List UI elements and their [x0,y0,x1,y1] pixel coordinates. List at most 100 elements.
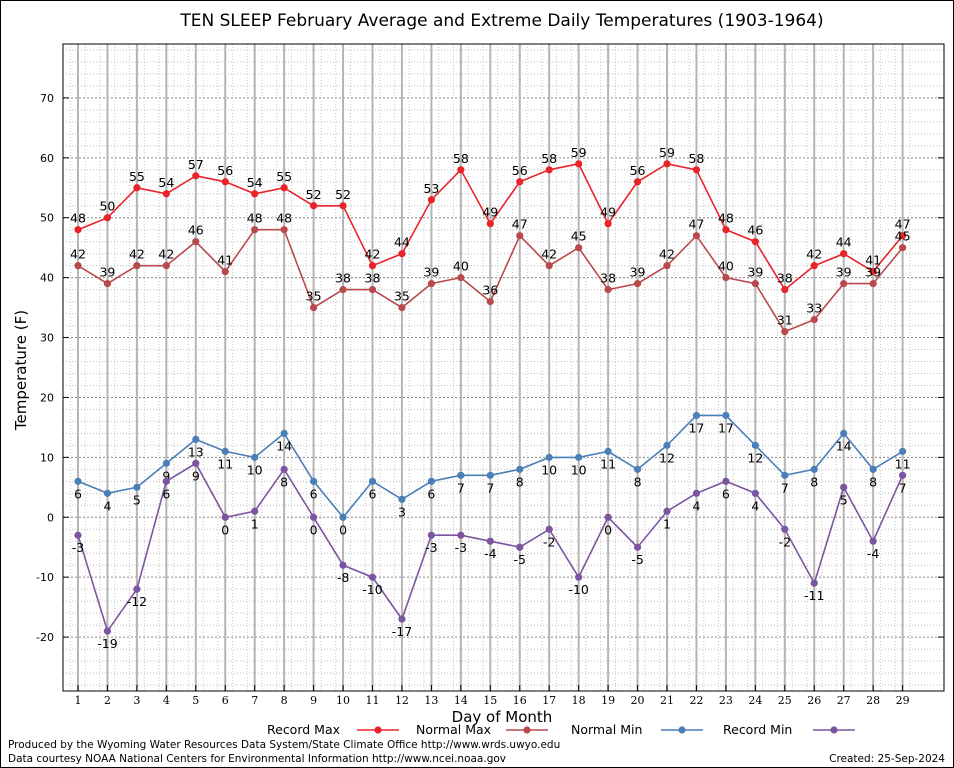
legend-marker-record-max [374,726,382,734]
normal-max-data-label: 45 [895,229,911,244]
record-min-point [840,483,848,491]
normal-max-point [575,244,583,252]
record-min-point [133,585,141,593]
x-tick-label: 28 [866,694,880,707]
record-min-point [251,507,259,515]
normal-min-point [457,471,465,479]
normal-max-point [840,280,848,288]
x-tick-label: 10 [336,694,350,707]
record-max-point [899,232,907,240]
normal-max-point [722,274,730,282]
record-max-point [722,226,730,234]
record-max-data-label: 55 [129,169,145,184]
legend: Record Max Normal Max Normal Min Record Min [267,722,855,737]
normal-min-point [810,465,818,473]
normal-max-data-label: 33 [806,301,822,316]
normal-min-data-label: 10 [247,462,263,477]
record-max-point [516,178,524,186]
record-min-data-label: 1 [663,516,671,531]
legend-label-record-min: Record Min [723,722,792,737]
y-tick-label: 60 [40,152,54,165]
record-min-data-label: 0 [604,522,612,537]
record-max-data-label: 46 [747,223,763,238]
record-max-data-label: 47 [895,217,911,232]
record-min-point [427,531,435,539]
normal-max-point [486,298,494,306]
record-max-data-label: 56 [512,163,528,178]
record-min-data-label: 0 [221,522,229,537]
record-max-point [280,184,288,192]
record-min-point [192,459,200,467]
record-min-data-label: -3 [72,540,84,555]
normal-min-point [192,435,200,443]
record-min-data-label: -19 [97,636,117,651]
record-min-point [339,561,347,569]
normal-min-data-label: 9 [162,468,170,483]
normal-min-data-label: 17 [688,420,704,435]
record-min-point [103,627,112,635]
normal-min-point [869,465,877,473]
record-min-data-label: -8 [337,570,350,585]
record-min-point [604,513,612,521]
normal-min-data-label: 7 [457,480,465,495]
normal-max-point [103,280,112,288]
normal-min-point [398,495,406,503]
normal-max-point [310,303,318,312]
normal-max-point [427,280,435,288]
normal-max-point [74,262,82,270]
record-max-point [692,166,701,174]
normal-max-point [692,232,701,240]
x-axis-label: Day of Month [452,708,553,726]
normal-max-data-label: 42 [158,247,174,262]
x-tick-label: 25 [778,694,792,707]
x-tick-label: 22 [689,694,703,707]
normal-min-point [722,411,730,420]
record-min-data-label: -4 [484,546,497,561]
record-min-point [486,537,494,545]
x-tick-label: 1 [75,694,82,707]
normal-max-point [162,262,170,270]
normal-min-point [663,441,671,449]
record-min-point [692,489,701,497]
normal-max-data-label: 38 [600,271,616,286]
normal-max-data-label: 48 [276,211,292,226]
y-tick-label: 20 [40,391,54,404]
record-max-point [486,220,494,228]
record-max-data-label: 58 [688,151,704,166]
normal-min-data-label: 13 [188,444,204,459]
normal-min-point [133,483,141,491]
x-tick-label: 23 [719,694,733,707]
record-max-data-label: 52 [335,187,351,202]
normal-min-data-label: 6 [427,486,435,501]
x-tick-label: 14 [454,694,468,707]
record-min-point [633,543,642,551]
record-max-point [869,268,877,276]
normal-max-data-label: 31 [777,313,793,328]
record-max-point [251,190,259,198]
record-min-data-label: 8 [280,474,288,489]
normal-min-data-label: 6 [310,486,318,501]
record-min-point [751,489,759,497]
x-tick-label: 21 [660,694,674,707]
normal-min-point [74,477,82,485]
normal-max-data-label: 35 [306,289,322,304]
normal-max-point [339,286,347,294]
record-min-point [516,543,524,551]
y-tick-label: -10 [36,571,54,584]
normal-min-point [339,513,347,521]
record-min-data-label: -5 [514,552,526,567]
y-tick-label: 0 [47,511,54,524]
normal-max-data-label: 40 [453,259,469,274]
record-max-data-label: 50 [99,199,115,214]
record-max-point [103,214,112,222]
record-min-data-label: 6 [162,486,170,501]
record-max-point [162,190,170,198]
normal-min-point [575,453,583,461]
record-min-data-label: -10 [362,582,382,597]
legend-label-normal-max: Normal Max [416,722,491,737]
normal-min-data-label: 4 [103,498,111,513]
record-min-point [280,465,288,473]
record-min-data-label: -10 [568,582,588,597]
record-min-point [162,477,170,485]
